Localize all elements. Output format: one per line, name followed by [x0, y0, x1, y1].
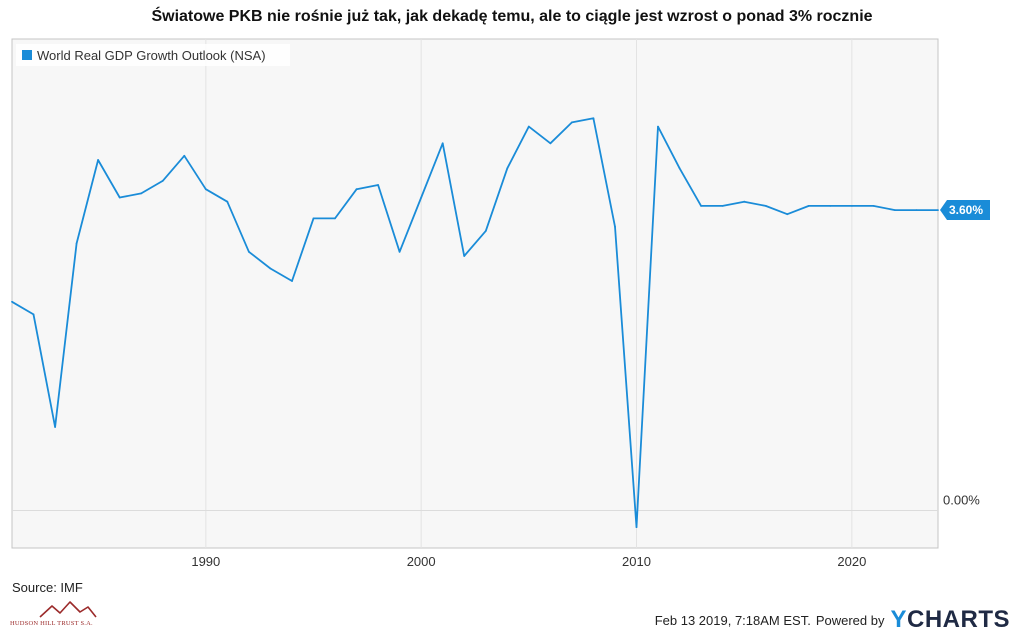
data-point-1997	[355, 188, 358, 191]
legend-swatch	[22, 50, 32, 60]
data-point-2001	[441, 142, 444, 145]
data-point-2011	[657, 125, 659, 128]
data-point-2003	[484, 230, 487, 232]
y-tick-label-zero: 0.00%	[943, 492, 980, 507]
data-point-2010	[635, 526, 638, 528]
data-point-2008	[592, 117, 595, 120]
data-point-2004	[506, 167, 509, 170]
mountain-logo-icon	[39, 601, 97, 618]
x-tick-label-2020: 2020	[837, 554, 866, 569]
legend-background	[16, 44, 290, 66]
data-point-1984	[75, 242, 78, 245]
data-point-2016	[764, 205, 767, 207]
data-point-2015	[743, 200, 746, 203]
powered-by-label: Powered by	[815, 612, 885, 628]
data-point-2023	[915, 209, 918, 212]
last-value-label: 3.60%	[949, 203, 983, 217]
x-tick-label-2000: 2000	[407, 554, 436, 569]
data-point-1992	[248, 250, 250, 253]
data-point-1990	[204, 188, 207, 191]
data-point-2009	[614, 225, 616, 228]
data-point-2018	[807, 205, 810, 207]
data-point-2002	[463, 255, 466, 257]
data-point-1994	[291, 280, 293, 282]
data-point-2021	[872, 205, 875, 207]
series-line	[11, 117, 938, 528]
data-point-1999	[398, 250, 401, 253]
data-point-1993	[269, 267, 272, 270]
data-point-2022	[894, 209, 896, 212]
data-point-2000	[420, 196, 423, 199]
x-tick-labels: 1990 2000 2010 2020	[191, 554, 866, 569]
y-tick-labels: 0.00%	[943, 492, 980, 507]
data-point-1995	[312, 217, 315, 220]
data-point-1989	[183, 154, 186, 157]
data-point-1988	[161, 180, 164, 182]
data-point-1996	[334, 217, 336, 220]
ycharts-brand-rest: CHARTS	[907, 606, 1010, 633]
legend-label: World Real GDP Growth Outlook (NSA)	[37, 48, 266, 63]
data-point-2005	[527, 125, 530, 128]
data-point-2019	[829, 205, 832, 207]
data-point-2013	[700, 205, 702, 207]
legend: World Real GDP Growth Outlook (NSA)	[16, 44, 290, 66]
data-point-2017	[786, 213, 789, 216]
ycharts-brand-y: Y	[890, 606, 907, 633]
last-value-callout: 3.60%	[940, 200, 990, 221]
timestamp: Feb 13 2019, 7:18AM EST.	[654, 612, 811, 628]
data-point-2006	[549, 142, 552, 145]
ycharts-brand[interactable]: YCHARTS	[890, 606, 1010, 634]
data-point-1986	[118, 196, 121, 199]
data-point-2007	[571, 121, 573, 124]
x-tick-label-2010: 2010	[622, 554, 651, 569]
plot-background	[11, 38, 939, 549]
hudson-hill-logo: HUDSON HILL TRUST S.A.	[10, 600, 120, 632]
x-tick-label-1990: 1990	[191, 554, 220, 569]
data-point-2024	[937, 209, 939, 212]
data-point-2020	[851, 205, 853, 207]
data-point-1983	[54, 426, 56, 428]
data-point-2012	[678, 167, 681, 170]
footer: Feb 13 2019, 7:18AM EST. Powered by YCHA…	[655, 606, 1010, 634]
data-point-1987	[140, 192, 143, 195]
source-label: Source: IMF	[12, 580, 83, 595]
last-value-callout-shape	[940, 200, 990, 221]
x-gridlines	[205, 39, 853, 548]
data-point-1991	[226, 200, 229, 203]
series-points	[11, 117, 939, 528]
data-point-1985	[97, 159, 99, 161]
chart-title: Światowe PKB nie rośnie już tak, jak dek…	[151, 8, 873, 25]
data-point-1981	[11, 300, 13, 303]
logo-text: HUDSON HILL TRUST S.A.	[10, 620, 93, 627]
data-point-1982	[32, 313, 35, 316]
data-point-1998	[377, 184, 379, 186]
data-point-2014	[721, 205, 724, 207]
